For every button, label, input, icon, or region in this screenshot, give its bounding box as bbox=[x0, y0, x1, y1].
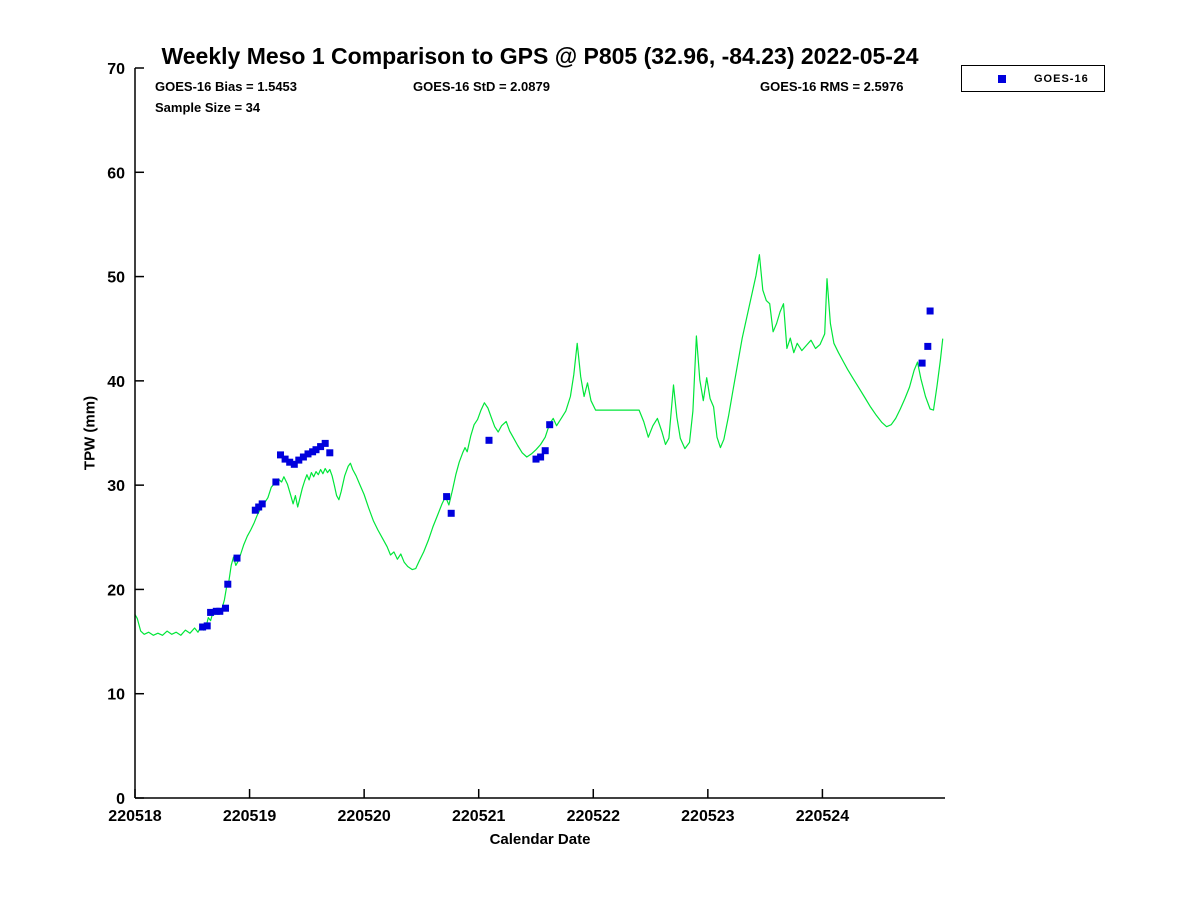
goes16-marker bbox=[272, 478, 280, 486]
goes16-marker bbox=[224, 580, 232, 588]
chart-title: Weekly Meso 1 Comparison to GPS @ P805 (… bbox=[161, 43, 919, 70]
goes16-marker bbox=[924, 342, 932, 350]
gps-line bbox=[134, 254, 944, 636]
y-tick-label: 60 bbox=[107, 165, 125, 182]
goes16-marker bbox=[532, 455, 540, 463]
goes16-marker bbox=[326, 449, 334, 457]
goes16-legend-marker-icon bbox=[998, 74, 1006, 83]
y-tick-label: 50 bbox=[107, 270, 125, 287]
bias-annotation: GOES-16 Bias = 1.5453 bbox=[155, 79, 298, 94]
goes16-marker bbox=[541, 447, 549, 455]
goes16-marker bbox=[295, 456, 303, 464]
x-tick-label: 220520 bbox=[337, 808, 390, 825]
goes16-marker bbox=[281, 455, 289, 463]
goes16-marker bbox=[304, 450, 312, 458]
goes16-marker bbox=[222, 604, 229, 612]
goes16-marker bbox=[233, 554, 241, 562]
goes16-marker bbox=[299, 453, 307, 461]
x-tick-label: 220519 bbox=[223, 808, 276, 825]
goes16-marker bbox=[312, 446, 320, 454]
goes16-marker bbox=[918, 359, 926, 367]
goes16-marker bbox=[216, 607, 224, 615]
x-tick-label: 220523 bbox=[681, 808, 734, 825]
goes16-legend-label: GOES-16 bbox=[1034, 72, 1089, 85]
goes16-marker bbox=[199, 623, 207, 631]
goes16-marker bbox=[277, 451, 284, 459]
rms-annotation: GOES-16 RMS = 2.5976 bbox=[760, 79, 904, 94]
x-tick-label: 220518 bbox=[108, 808, 161, 825]
goes16-marker bbox=[546, 421, 554, 429]
y-tick-label: 40 bbox=[107, 374, 125, 391]
goes16-marker bbox=[290, 460, 298, 468]
goes16-marker bbox=[926, 307, 934, 315]
y-tick-label: 0 bbox=[116, 791, 125, 808]
x-tick-label: 220521 bbox=[452, 808, 505, 825]
goes16-marker bbox=[258, 500, 266, 508]
goes16-marker bbox=[447, 509, 455, 517]
x-axis-label: Calendar Date bbox=[489, 831, 591, 848]
y-tick-label: 20 bbox=[107, 582, 125, 599]
std-annotation: GOES-16 StD = 2.0879 bbox=[413, 79, 550, 94]
goes16-marker bbox=[537, 453, 545, 461]
y-tick-label: 70 bbox=[107, 61, 125, 78]
y-tick-label: 30 bbox=[107, 478, 125, 495]
goes16-marker bbox=[321, 439, 329, 447]
goes16-marker bbox=[317, 443, 325, 451]
y-tick-label: 10 bbox=[107, 687, 125, 704]
goes16-marker bbox=[443, 493, 451, 501]
x-tick-label: 220522 bbox=[567, 808, 620, 825]
legend-box: GOES-16 bbox=[961, 65, 1105, 92]
x-tick-label: 220524 bbox=[796, 808, 849, 825]
goes16-marker bbox=[485, 436, 493, 444]
goes16-marker bbox=[207, 608, 215, 616]
sample-size-annotation: Sample Size = 34 bbox=[155, 100, 261, 115]
goes16-marker bbox=[203, 622, 211, 630]
goes16-marker bbox=[286, 458, 294, 466]
